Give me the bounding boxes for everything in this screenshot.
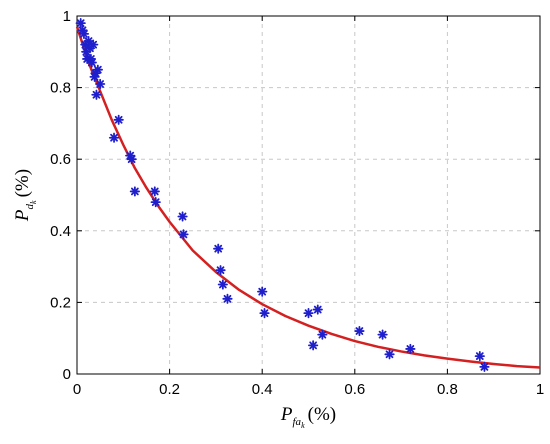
plot-frame xyxy=(76,15,541,375)
data-point xyxy=(222,293,233,304)
x-tick-label: 0.6 xyxy=(344,381,365,398)
data-point xyxy=(377,329,388,340)
data-point xyxy=(312,304,323,315)
y-tick-label: 0 xyxy=(63,366,71,383)
data-point xyxy=(129,186,140,197)
data-point xyxy=(178,229,189,240)
y-tick-label: 0.8 xyxy=(50,80,71,97)
data-point xyxy=(317,329,328,340)
x-tick-label: 0.2 xyxy=(159,381,180,398)
data-point xyxy=(88,39,99,50)
data-point xyxy=(113,114,124,125)
x-label-subsub: k xyxy=(301,421,305,430)
y-tick-label: 0.4 xyxy=(50,223,71,240)
y-label-subsub: k xyxy=(29,200,38,204)
data-point xyxy=(126,154,137,165)
y-label-sub: d xyxy=(24,203,36,209)
data-point xyxy=(217,279,228,290)
y-tick-label: 0.6 xyxy=(50,151,71,168)
x-label-sub: fa xyxy=(293,416,302,428)
data-point xyxy=(177,211,188,222)
y-label-main: P xyxy=(12,209,33,222)
fit-curve-layer xyxy=(75,26,541,369)
x-tick-label: 1 xyxy=(536,381,544,398)
axis-ticks: 0 0.2 0.4 0.6 0.8 1 0 0.2 0.4 0.6 0.8 1 xyxy=(50,8,544,398)
fit-curve-line xyxy=(75,26,541,369)
data-point xyxy=(384,349,395,360)
x-tick-label: 0.8 xyxy=(437,381,458,398)
data-point xyxy=(308,340,319,351)
data-point xyxy=(78,28,90,39)
data-point xyxy=(86,57,97,68)
x-tick-label: 0 xyxy=(73,381,81,398)
data-point xyxy=(92,64,103,75)
y-label-unit: (%) xyxy=(12,169,33,197)
x-axis-label: Pfak(%) xyxy=(280,404,336,430)
data-point xyxy=(108,132,120,143)
data-point xyxy=(213,243,224,254)
y-tick-label: 0.2 xyxy=(50,294,71,311)
x-label-unit: (%) xyxy=(308,404,336,425)
x-tick-label: 0.4 xyxy=(252,381,273,398)
grid-lines xyxy=(77,16,540,374)
x-label-main: P xyxy=(280,404,293,425)
data-point xyxy=(474,350,485,362)
data-point xyxy=(259,308,270,319)
y-tick-label: 1 xyxy=(63,8,71,25)
data-points-layer xyxy=(75,18,490,372)
data-point xyxy=(95,78,106,90)
data-point xyxy=(479,361,490,372)
data-point xyxy=(405,343,416,355)
y-axis-label: Pdk (%) xyxy=(12,169,38,222)
data-point xyxy=(149,186,160,197)
data-point xyxy=(303,308,314,319)
data-point xyxy=(150,197,161,208)
data-point xyxy=(215,265,226,276)
data-point xyxy=(354,325,365,337)
data-point xyxy=(91,89,102,100)
data-point xyxy=(75,18,86,29)
data-point xyxy=(257,286,268,297)
